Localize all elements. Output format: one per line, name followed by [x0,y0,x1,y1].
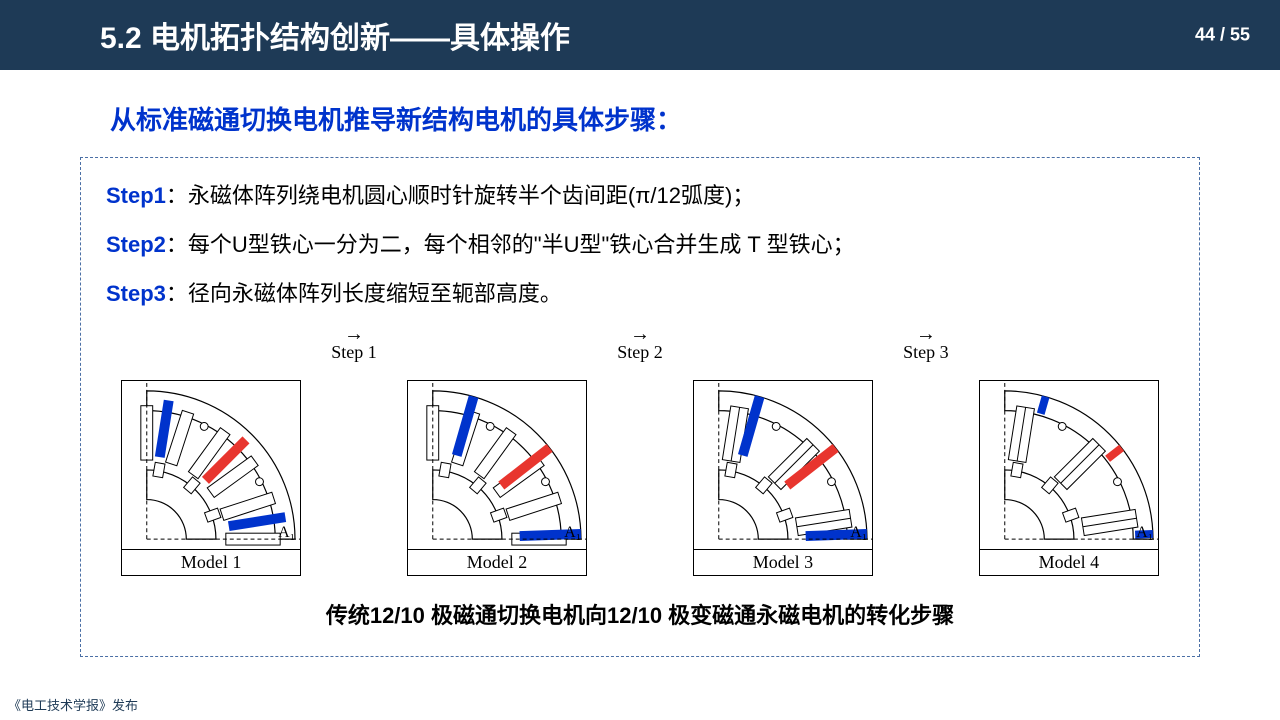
arrow-1-label: Step 1 [331,342,377,363]
a1-label-4: A₁ [1136,524,1153,541]
arrow-step-3: → Step 3 [903,326,949,363]
diagram-model-4: A₁ Model 4 [979,380,1159,576]
subtitle: 从标准磁通切换电机推导新结构电机的具体步骤： [110,100,1280,137]
step-2-label: Step2 [106,232,166,257]
step-2-text: ：每个U型铁心一分为二，每个相邻的"半U型"铁心合并生成 T 型铁心； [166,232,855,257]
motor-svg-4: A₁ [979,380,1159,550]
arrow-icon: → [916,326,936,342]
model-2-caption: Model 2 [407,550,587,576]
bottom-caption: 传统12/10 极磁通切换电机向12/10 极变磁通永磁电机的转化步骤 [106,598,1174,630]
motor-svg-2: A₁ [407,380,587,550]
arrow-3-label: Step 3 [903,342,949,363]
step-3: Step3：径向永磁体阵列长度缩短至轭部高度。 [106,276,1174,311]
diagram-model-3: A₁ Model 3 [693,380,873,576]
slide-header: 5.2 电机拓扑结构创新——具体操作 44 / 55 [0,0,1280,70]
step-2: Step2：每个U型铁心一分为二，每个相邻的"半U型"铁心合并生成 T 型铁心； [106,227,1174,262]
arrow-step-1: → Step 1 [331,326,377,363]
a1-label-3: A₁ [850,524,867,541]
content-box: Step1：永磁体阵列绕电机圆心顺时针旋转半个齿间距(π/12弧度)； Step… [80,157,1200,657]
arrow-step-2: → Step 2 [617,326,663,363]
diagram-model-1: A₁ Model 1 [121,380,301,576]
diagrams-row: A₁ Model 1 → Step 1 [106,326,1174,576]
model-1-caption: Model 1 [121,550,301,576]
page-number: 44 / 55 [1195,25,1250,46]
diagram-model-2: A₁ Model 2 [407,380,587,576]
step-3-text: ：径向永磁体阵列长度缩短至轭部高度。 [166,281,562,306]
motor-svg-3: A₁ [693,380,873,550]
slide-title: 5.2 电机拓扑结构创新——具体操作 [100,13,570,57]
arrow-icon: → [630,326,650,342]
arrow-2-label: Step 2 [617,342,663,363]
a1-label-2: A₁ [564,524,581,541]
motor-svg-1: A₁ [121,380,301,550]
step-1-text: ：永磁体阵列绕电机圆心顺时针旋转半个齿间距(π/12弧度)； [166,183,754,208]
step-1: Step1：永磁体阵列绕电机圆心顺时针旋转半个齿间距(π/12弧度)； [106,178,1174,213]
arrow-icon: → [344,326,364,342]
model-3-caption: Model 3 [693,550,873,576]
step-3-label: Step3 [106,281,166,306]
model-4-caption: Model 4 [979,550,1159,576]
footer-credit: 《电工技术学报》发布 [8,695,138,714]
a1-label-1: A₁ [278,524,295,541]
step-1-label: Step1 [106,183,166,208]
